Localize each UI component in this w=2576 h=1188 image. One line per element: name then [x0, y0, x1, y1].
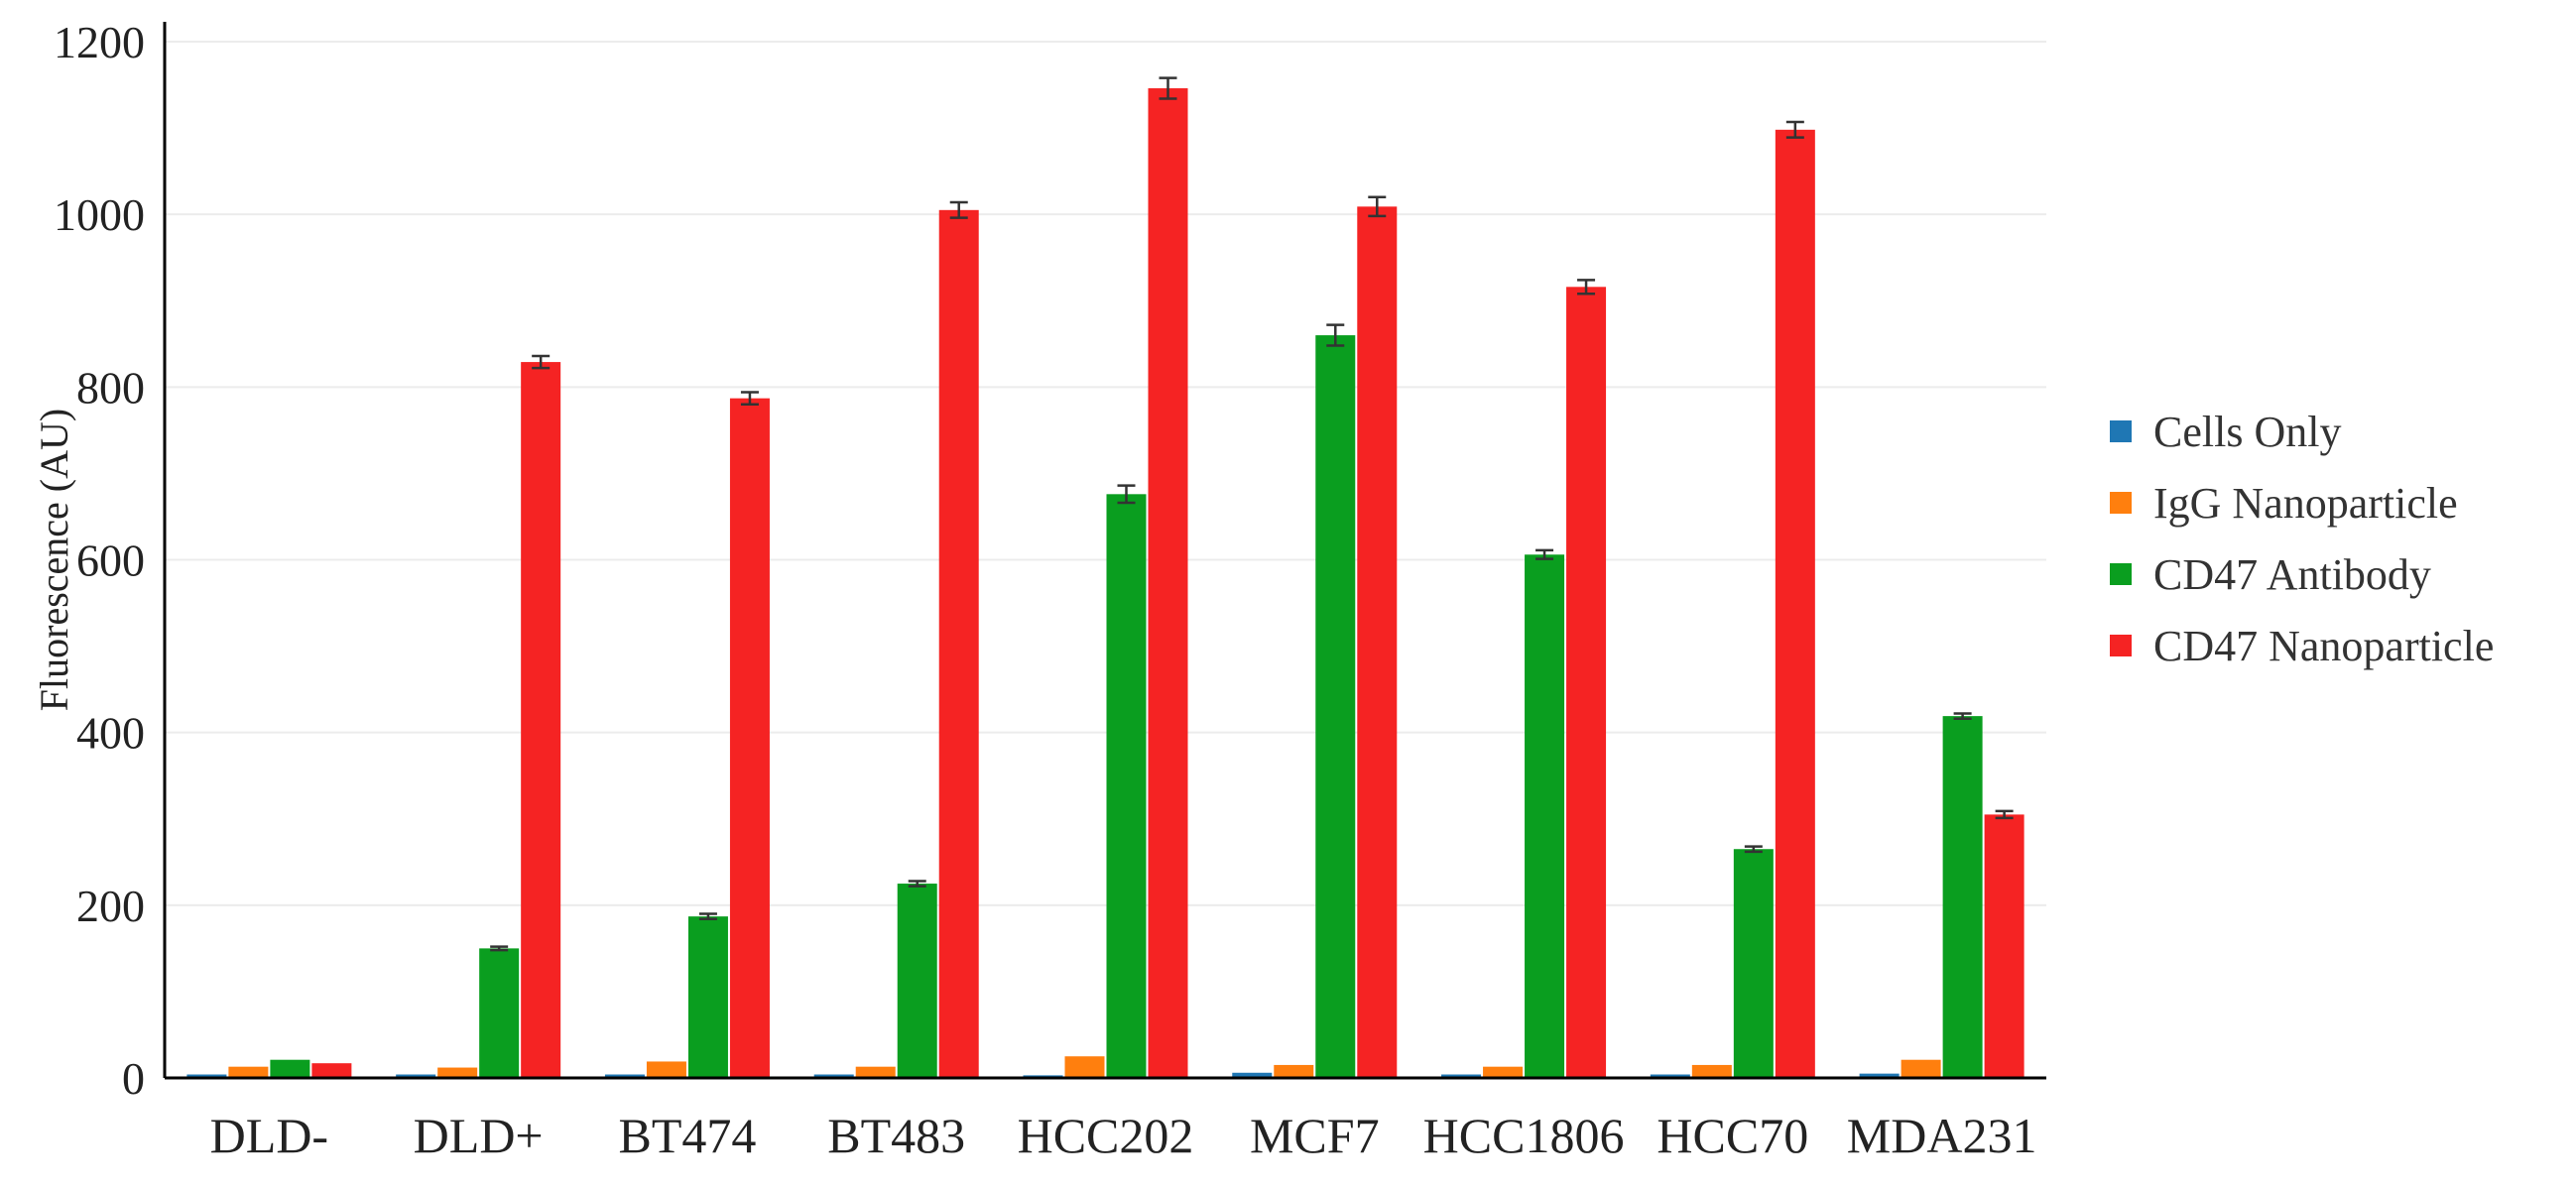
bar-cd47-nanoparticle — [311, 1063, 352, 1078]
bar-cd47-nanoparticle — [1775, 129, 1815, 1078]
y-axis-title: Fluorescence (AU) — [32, 409, 76, 711]
bar-cd47-antibody — [1106, 494, 1147, 1079]
bar-cd47-nanoparticle — [938, 209, 979, 1078]
bar-igg-nanoparticle — [1274, 1064, 1314, 1078]
x-tick-label: HCC1806 — [1423, 1108, 1625, 1163]
legend-label: IgG Nanoparticle — [2153, 479, 2458, 528]
bar-igg-nanoparticle — [1064, 1056, 1105, 1078]
bar-cells-only — [604, 1074, 645, 1078]
legend-swatch — [2110, 492, 2132, 514]
legend-swatch — [2110, 635, 2132, 656]
legend-swatch — [2110, 563, 2132, 585]
bar-cells-only — [1650, 1074, 1690, 1078]
y-tick-label: 1200 — [54, 17, 145, 67]
bar-cd47-antibody — [1525, 554, 1565, 1078]
x-tick-label: DLD+ — [414, 1108, 544, 1163]
x-tick-label: BT474 — [618, 1108, 756, 1163]
bar-cd47-antibody — [1733, 849, 1774, 1078]
y-tick-label: 1000 — [54, 189, 145, 240]
bar-cd47-nanoparticle — [1984, 814, 2024, 1078]
y-tick-label: 400 — [76, 708, 145, 759]
x-tick-label: HCC202 — [1018, 1108, 1194, 1163]
bar-cd47-nanoparticle — [729, 398, 770, 1078]
y-tick-label: 200 — [76, 881, 145, 931]
bar-cd47-nanoparticle — [521, 362, 561, 1078]
x-tick-label: MCF7 — [1250, 1108, 1380, 1163]
bar-igg-nanoparticle — [1483, 1066, 1524, 1078]
legend-label: CD47 Antibody — [2153, 550, 2431, 599]
bar-igg-nanoparticle — [1901, 1059, 1941, 1078]
legend: Cells Only IgG Nanoparticle CD47 Antibody C… — [2110, 408, 2494, 670]
legend-label: CD47 Nanoparticle — [2153, 622, 2494, 670]
bar-cells-only — [396, 1074, 436, 1078]
bar-cells-only — [1859, 1073, 1900, 1078]
x-tick-label: HCC70 — [1656, 1108, 1808, 1163]
y-tick-label: 0 — [122, 1053, 145, 1104]
y-tick-labels: 0 200 400 600 800 1000 1200 — [54, 17, 145, 1104]
axes — [163, 22, 2046, 1080]
bar-cells-only — [1232, 1072, 1273, 1078]
bar-cd47-antibody — [1942, 716, 1983, 1078]
x-tick-label: MDA231 — [1847, 1108, 2037, 1163]
x-tick-label: BT483 — [827, 1108, 965, 1163]
bar-cells-only — [1441, 1074, 1482, 1078]
bar-cd47-antibody — [687, 916, 728, 1078]
legend-label: Cells Only — [2153, 408, 2341, 456]
y-tick-label: 600 — [76, 535, 145, 586]
bars — [186, 88, 2024, 1079]
bar-cells-only — [813, 1074, 854, 1078]
bar-cd47-antibody — [270, 1059, 310, 1078]
x-tick-label: DLD- — [210, 1108, 328, 1163]
bar-igg-nanoparticle — [855, 1066, 896, 1078]
bar-igg-nanoparticle — [228, 1066, 269, 1078]
bar-cd47-nanoparticle — [1148, 88, 1188, 1078]
legend-swatch — [2110, 420, 2132, 442]
bar-cd47-antibody — [1315, 335, 1356, 1078]
bar-cd47-nanoparticle — [1357, 206, 1398, 1078]
bar-cells-only — [186, 1074, 227, 1078]
bar-igg-nanoparticle — [437, 1067, 478, 1078]
bar-cd47-antibody — [479, 948, 520, 1078]
x-tick-labels: DLD- DLD+ BT474 BT483 HCC202 MCF7 HCC1806 HCC70… — [210, 1108, 2037, 1163]
bar-cd47-antibody — [897, 884, 937, 1078]
bar-igg-nanoparticle — [1691, 1064, 1732, 1078]
y-tick-label: 800 — [76, 362, 145, 413]
error-bars — [490, 76, 2014, 952]
bar-igg-nanoparticle — [646, 1061, 686, 1078]
bar-cd47-nanoparticle — [1566, 287, 1607, 1079]
gridlines — [165, 41, 2046, 906]
